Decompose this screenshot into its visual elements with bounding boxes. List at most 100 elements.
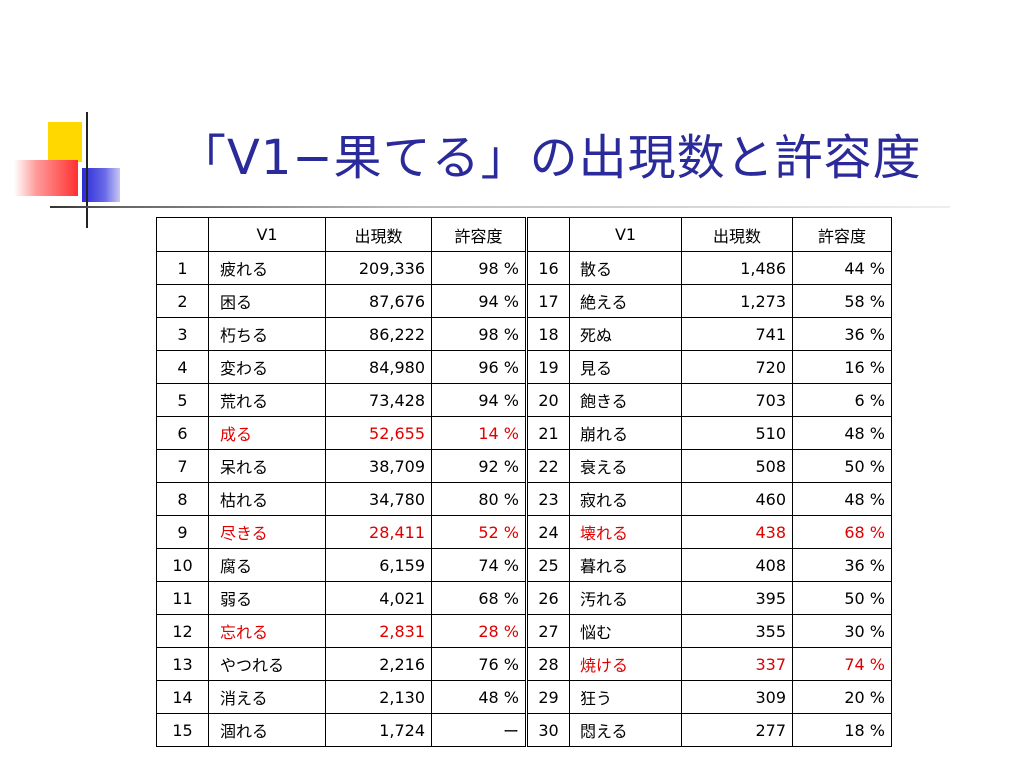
row-number: 11 bbox=[156, 581, 209, 615]
row-verb: 困る bbox=[208, 284, 326, 318]
slide-title: 「V1−果てる」の出現数と許容度 bbox=[178, 130, 922, 186]
row-verb: 尽きる bbox=[208, 515, 326, 549]
header-tolerance-right: 許容度 bbox=[792, 217, 892, 252]
row-count: 38,709 bbox=[325, 449, 432, 483]
row-count: 703 bbox=[681, 383, 793, 417]
title-underline bbox=[50, 206, 950, 208]
row-tolerance: 30 % bbox=[792, 614, 892, 648]
table-row: 14 消える 2,130 48 % 29 狂う 309 20 % bbox=[156, 680, 892, 714]
row-count: 510 bbox=[681, 416, 793, 450]
row-verb: 衰える bbox=[569, 449, 682, 483]
row-verb: 汚れる bbox=[569, 581, 682, 615]
row-tolerance: 68 % bbox=[431, 581, 528, 615]
table-row: 6 成る 52,655 14 % 21 崩れる 510 48 % bbox=[156, 416, 892, 450]
row-count: 28,411 bbox=[325, 515, 432, 549]
row-count: 4,021 bbox=[325, 581, 432, 615]
row-number: 16 bbox=[526, 251, 570, 285]
header-count: 出現数 bbox=[325, 217, 432, 252]
row-count: 720 bbox=[681, 350, 793, 384]
deco-yellow-square bbox=[48, 122, 82, 162]
row-verb: 散る bbox=[569, 251, 682, 285]
row-count: 87,676 bbox=[325, 284, 432, 318]
row-count: 395 bbox=[681, 581, 793, 615]
table-row: 2 困る 87,676 94 % 17 絶える 1,273 58 % bbox=[156, 284, 892, 318]
row-number: 17 bbox=[526, 284, 570, 318]
row-verb: 変わる bbox=[208, 350, 326, 384]
row-count: 1,273 bbox=[681, 284, 793, 318]
row-number: 14 bbox=[156, 680, 209, 714]
row-count: 508 bbox=[681, 449, 793, 483]
row-verb: 涸れる bbox=[208, 713, 326, 747]
row-count: 309 bbox=[681, 680, 793, 714]
row-tolerance: 74 % bbox=[431, 548, 528, 582]
row-number: 18 bbox=[526, 317, 570, 351]
row-verb: 忘れる bbox=[208, 614, 326, 648]
row-number: 3 bbox=[156, 317, 209, 351]
header-verb: V1 bbox=[208, 217, 326, 252]
row-tolerance: 48 % bbox=[792, 482, 892, 516]
row-count: 73,428 bbox=[325, 383, 432, 417]
row-tolerance: 92 % bbox=[431, 449, 528, 483]
row-verb: 成る bbox=[208, 416, 326, 450]
row-count: 408 bbox=[681, 548, 793, 582]
header-tolerance: 許容度 bbox=[431, 217, 528, 252]
row-tolerance: 44 % bbox=[792, 251, 892, 285]
row-count: 52,655 bbox=[325, 416, 432, 450]
row-number: 20 bbox=[526, 383, 570, 417]
slide-decoration bbox=[0, 0, 160, 240]
row-verb: 壊れる bbox=[569, 515, 682, 549]
row-count: 277 bbox=[681, 713, 793, 747]
row-number: 27 bbox=[526, 614, 570, 648]
row-number: 29 bbox=[526, 680, 570, 714]
row-tolerance: 36 % bbox=[792, 548, 892, 582]
row-count: 2,130 bbox=[325, 680, 432, 714]
row-number: 6 bbox=[156, 416, 209, 450]
row-tolerance: 68 % bbox=[792, 515, 892, 549]
row-count: 460 bbox=[681, 482, 793, 516]
table-row: 8 枯れる 34,780 80 % 23 寂れる 460 48 % bbox=[156, 482, 892, 516]
row-number: 1 bbox=[156, 251, 209, 285]
row-number: 19 bbox=[526, 350, 570, 384]
row-verb: 見る bbox=[569, 350, 682, 384]
row-verb: 枯れる bbox=[208, 482, 326, 516]
row-tolerance: 28 % bbox=[431, 614, 528, 648]
row-count: 84,980 bbox=[325, 350, 432, 384]
row-count: 209,336 bbox=[325, 251, 432, 285]
row-number: 12 bbox=[156, 614, 209, 648]
header-verb-right: V1 bbox=[569, 217, 682, 252]
row-tolerance: 18 % bbox=[792, 713, 892, 747]
row-count: 337 bbox=[681, 647, 793, 681]
row-tolerance: ー bbox=[431, 713, 528, 747]
row-count: 2,831 bbox=[325, 614, 432, 648]
row-tolerance: 14 % bbox=[431, 416, 528, 450]
row-number: 5 bbox=[156, 383, 209, 417]
row-count: 34,780 bbox=[325, 482, 432, 516]
row-count: 355 bbox=[681, 614, 793, 648]
row-number: 26 bbox=[526, 581, 570, 615]
header-no-right bbox=[526, 217, 570, 252]
row-verb: 暮れる bbox=[569, 548, 682, 582]
row-tolerance: 98 % bbox=[431, 317, 528, 351]
table-row: 7 呆れる 38,709 92 % 22 衰える 508 50 % bbox=[156, 449, 892, 483]
row-tolerance: 50 % bbox=[792, 581, 892, 615]
deco-blue-square bbox=[82, 168, 120, 202]
row-tolerance: 74 % bbox=[792, 647, 892, 681]
deco-vertical-line bbox=[86, 112, 88, 228]
row-number: 8 bbox=[156, 482, 209, 516]
row-verb: 焼ける bbox=[569, 647, 682, 681]
row-verb: 悩む bbox=[569, 614, 682, 648]
row-verb: 荒れる bbox=[208, 383, 326, 417]
row-tolerance: 36 % bbox=[792, 317, 892, 351]
row-verb: 呆れる bbox=[208, 449, 326, 483]
table-row: 9 尽きる 28,411 52 % 24 壊れる 438 68 % bbox=[156, 515, 892, 549]
row-verb: 腐る bbox=[208, 548, 326, 582]
row-verb: 弱る bbox=[208, 581, 326, 615]
row-tolerance: 96 % bbox=[431, 350, 528, 384]
row-verb: 消える bbox=[208, 680, 326, 714]
table-row: 5 荒れる 73,428 94 % 20 飽きる 703 6 % bbox=[156, 383, 892, 417]
row-number: 2 bbox=[156, 284, 209, 318]
row-tolerance: 94 % bbox=[431, 284, 528, 318]
row-count: 86,222 bbox=[325, 317, 432, 351]
row-tolerance: 20 % bbox=[792, 680, 892, 714]
row-number: 4 bbox=[156, 350, 209, 384]
